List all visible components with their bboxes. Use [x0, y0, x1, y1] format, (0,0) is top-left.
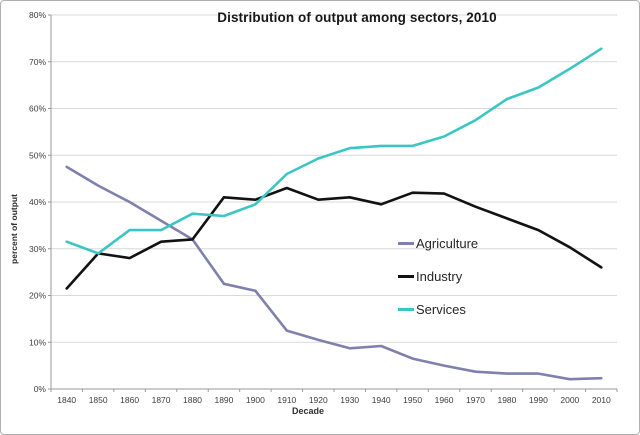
legend-item-industry: Industry [398, 266, 478, 287]
svg-text:1940: 1940 [372, 395, 391, 405]
svg-text:1880: 1880 [183, 395, 202, 405]
svg-text:1860: 1860 [120, 395, 139, 405]
svg-text:2010: 2010 [592, 395, 611, 405]
agriculture-line-swatch [398, 242, 414, 245]
svg-text:1850: 1850 [89, 395, 108, 405]
axes [48, 14, 618, 392]
svg-text:1910: 1910 [277, 395, 296, 405]
svg-text:1870: 1870 [152, 395, 171, 405]
svg-text:0%: 0% [34, 384, 47, 394]
svg-text:1920: 1920 [309, 395, 328, 405]
series-lines [65, 47, 603, 381]
svg-text:20%: 20% [29, 291, 46, 301]
svg-text:1990: 1990 [529, 395, 548, 405]
legend-label-services: Services [416, 302, 466, 317]
svg-text:1900: 1900 [246, 395, 265, 405]
svg-text:1840: 1840 [57, 395, 76, 405]
svg-text:1930: 1930 [340, 395, 359, 405]
y-axis-title: percent of output [9, 194, 19, 264]
svg-text:1950: 1950 [403, 395, 422, 405]
legend-item-agriculture: Agriculture [398, 233, 478, 254]
svg-text:40%: 40% [29, 197, 46, 207]
legend: Agriculture Industry Services [398, 233, 478, 332]
svg-text:50%: 50% [29, 150, 46, 160]
svg-text:1980: 1980 [497, 395, 516, 405]
x-axis-title: Decade [291, 406, 325, 416]
svg-text:1970: 1970 [466, 395, 485, 405]
legend-label-agriculture: Agriculture [416, 236, 479, 251]
svg-text:2000: 2000 [560, 395, 579, 405]
svg-text:1960: 1960 [435, 395, 454, 405]
chart-title: Distribution of output among sectors, 20… [217, 10, 497, 25]
legend-label-industry: Industry [416, 269, 463, 284]
axis-tick-labels: 0% 10% 20% 30% 40% 50% 60% 70% 80% 1840 1850 1860 18… [29, 10, 611, 405]
svg-text:1890: 1890 [214, 395, 233, 405]
svg-text:10%: 10% [29, 337, 46, 347]
services-line-swatch [398, 308, 414, 311]
svg-text:60%: 60% [29, 104, 46, 114]
svg-text:80%: 80% [29, 10, 46, 20]
industry-line-swatch [398, 275, 414, 278]
gridlines [51, 14, 617, 343]
svg-text:70%: 70% [29, 57, 46, 67]
legend-item-services: Services [398, 299, 478, 320]
svg-text:30%: 30% [29, 244, 46, 254]
